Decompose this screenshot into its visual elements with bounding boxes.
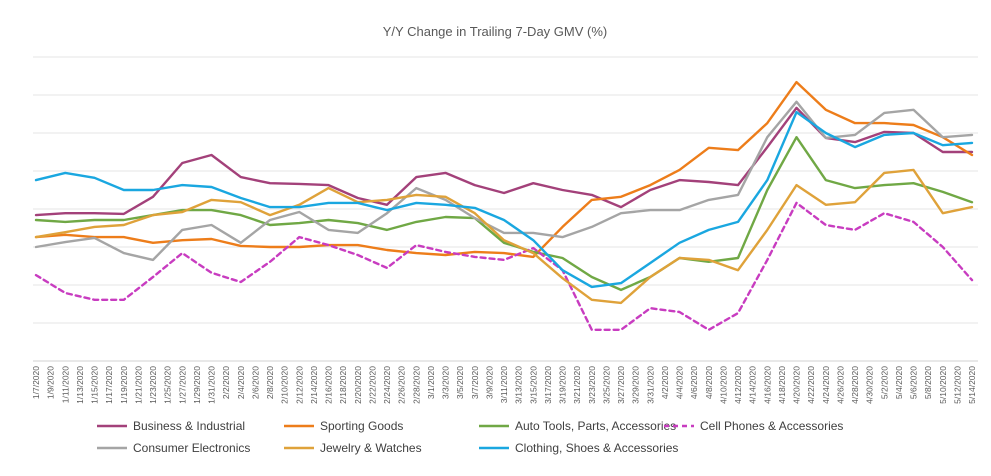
x-tick-label: 5/12/2020 [952, 366, 962, 404]
x-tick-label: 3/15/2020 [528, 366, 538, 404]
x-tick-label: 4/12/2020 [733, 366, 743, 404]
x-tick-label: 1/11/2020 [60, 366, 70, 403]
x-tick-label: 4/24/2020 [821, 366, 831, 404]
x-tick-label: 2/2/2020 [221, 366, 231, 399]
x-tick-label: 3/29/2020 [631, 366, 641, 404]
legend-item: Consumer Electronics [97, 441, 250, 455]
x-tick-label: 2/24/2020 [382, 366, 392, 404]
x-tick-label: 3/31/2020 [645, 366, 655, 404]
x-tick-label: 4/4/2020 [675, 366, 685, 399]
x-tick-label: 2/14/2020 [309, 366, 319, 404]
x-tick-label: 1/27/2020 [177, 366, 187, 404]
x-tick-label: 4/26/2020 [835, 366, 845, 404]
x-tick-label: 2/20/2020 [353, 366, 363, 404]
x-tick-label: 4/16/2020 [762, 366, 772, 404]
x-tick-label: 2/4/2020 [236, 366, 246, 399]
x-tick-label: 5/6/2020 [909, 366, 919, 399]
x-tick-label: 1/21/2020 [133, 366, 143, 404]
x-tick-label: 5/2/2020 [879, 366, 889, 399]
legend: Business & Industrial Sporting Goods Auto … [97, 419, 843, 455]
x-tick-label: 4/14/2020 [748, 366, 758, 404]
x-tick-label: 3/3/2020 [441, 366, 451, 399]
series-lines [34, 80, 974, 331]
x-tick-label: 5/8/2020 [923, 366, 933, 399]
x-tick-label: 2/8/2020 [265, 366, 275, 399]
x-tick-label: 1/9/2020 [46, 366, 56, 399]
x-tick-label: 4/30/2020 [865, 366, 875, 404]
x-tick-label: 3/7/2020 [470, 366, 480, 399]
x-tick-label: 1/13/2020 [75, 366, 85, 404]
x-tick-label: 3/13/2020 [514, 366, 524, 404]
series-line-auto-tools-parts-accessories [34, 135, 974, 292]
legend-item: Sporting Goods [284, 419, 403, 433]
x-tick-label: 3/1/2020 [426, 366, 436, 399]
series-line-jewelry-watches [34, 168, 974, 305]
x-tick-label: 2/22/2020 [367, 366, 377, 404]
x-tick-label: 4/2/2020 [660, 366, 670, 399]
gridlines [33, 56, 978, 362]
x-tick-label: 1/23/2020 [148, 366, 158, 404]
x-axis-tick-labels: 1/7/2020 1/9/2020 1/11/2020 1/13/2020 1/15/2… [31, 366, 977, 404]
legend-item: Auto Tools, Parts, Accessories [479, 419, 676, 433]
x-tick-label: 3/5/2020 [455, 366, 465, 399]
legend-item: Clothing, Shoes & Accessories [479, 441, 678, 455]
x-tick-label: 3/25/2020 [601, 366, 611, 404]
legend-label: Business & Industrial [133, 419, 245, 433]
x-tick-label: 3/27/2020 [616, 366, 626, 404]
legend-label: Auto Tools, Parts, Accessories [515, 419, 676, 433]
x-tick-label: 2/6/2020 [250, 366, 260, 399]
legend-label: Cell Phones & Accessories [700, 419, 843, 433]
x-tick-label: 4/10/2020 [718, 366, 728, 404]
x-tick-label: 1/31/2020 [207, 366, 217, 404]
x-tick-label: 4/28/2020 [850, 366, 860, 404]
x-tick-label: 1/25/2020 [163, 366, 173, 404]
x-tick-label: 4/18/2020 [777, 366, 787, 404]
x-tick-label: 3/21/2020 [572, 366, 582, 404]
x-tick-label: 2/12/2020 [294, 366, 304, 404]
legend-label: Consumer Electronics [133, 441, 250, 455]
x-tick-label: 3/19/2020 [558, 366, 568, 404]
legend-label: Sporting Goods [320, 419, 403, 433]
x-tick-label: 5/14/2020 [967, 366, 977, 404]
x-tick-label: 3/11/2020 [499, 366, 509, 403]
legend-label: Clothing, Shoes & Accessories [515, 441, 678, 455]
x-tick-label: 4/22/2020 [806, 366, 816, 404]
x-tick-label: 3/23/2020 [587, 366, 597, 404]
x-tick-label: 1/19/2020 [119, 366, 129, 404]
x-tick-label: 2/18/2020 [338, 366, 348, 404]
x-tick-label: 4/8/2020 [704, 366, 714, 399]
series-line-clothing-shoes-accessories [34, 110, 974, 289]
series-line-business-industrial [34, 106, 974, 217]
legend-label: Jewelry & Watches [320, 441, 422, 455]
x-tick-label: 1/17/2020 [104, 366, 114, 404]
x-tick-label: 1/29/2020 [192, 366, 202, 404]
x-tick-label: 2/16/2020 [324, 366, 334, 404]
x-tick-label: 3/9/2020 [484, 366, 494, 399]
chart-title: Y/Y Change in Trailing 7-Day GMV (%) [383, 24, 607, 39]
x-tick-label: 4/6/2020 [689, 366, 699, 399]
x-tick-label: 2/26/2020 [397, 366, 407, 404]
x-tick-label: 4/20/2020 [792, 366, 802, 404]
x-tick-label: 5/10/2020 [938, 366, 948, 404]
x-tick-label: 2/10/2020 [280, 366, 290, 404]
x-tick-label: 3/17/2020 [543, 366, 553, 404]
series-line-sporting-goods [34, 80, 974, 259]
x-tick-label: 1/15/2020 [90, 366, 100, 404]
x-tick-label: 1/7/2020 [31, 366, 41, 399]
x-tick-label: 5/4/2020 [894, 366, 904, 399]
legend-item: Cell Phones & Accessories [664, 419, 843, 433]
series-line-cell-phones-accessories [34, 201, 974, 331]
legend-item: Business & Industrial [97, 419, 245, 433]
legend-item: Jewelry & Watches [284, 441, 422, 455]
x-tick-label: 2/28/2020 [411, 366, 421, 404]
